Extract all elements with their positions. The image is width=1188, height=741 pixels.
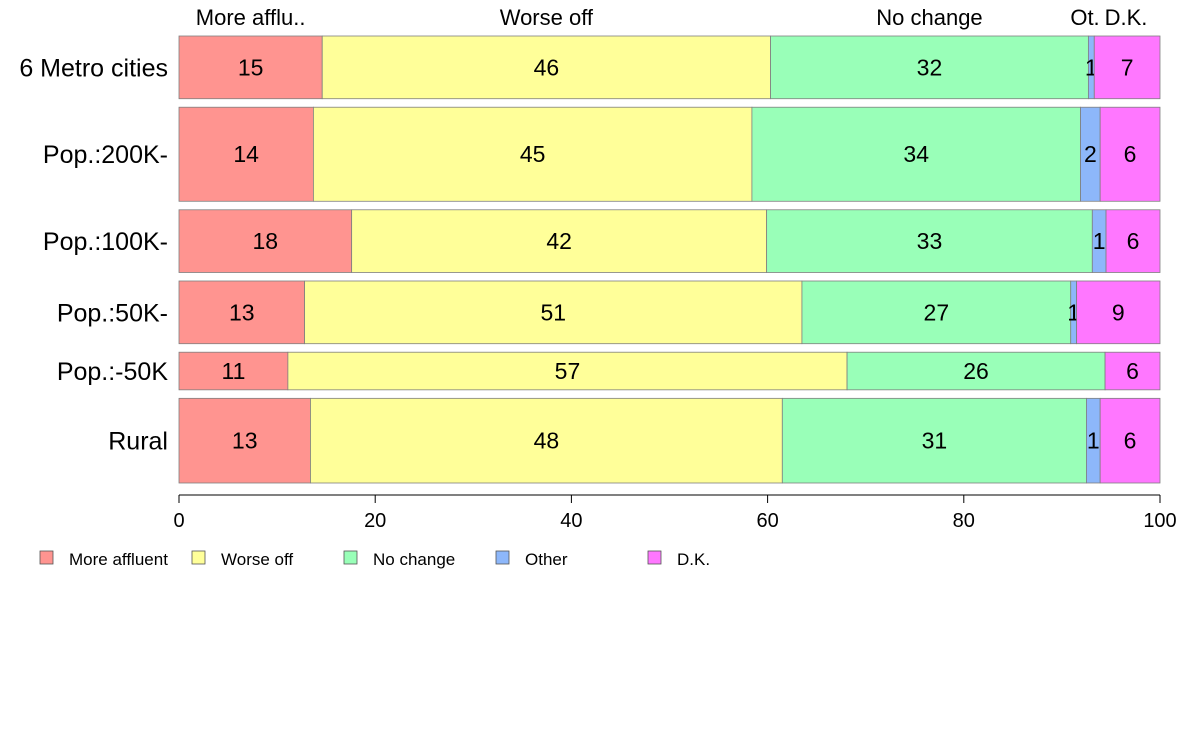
column-header: Ot. bbox=[1070, 5, 1099, 30]
data-label: 13 bbox=[232, 428, 258, 454]
bar-segment bbox=[846, 351, 1106, 391]
data-label: 26 bbox=[963, 358, 989, 384]
data-label: 32 bbox=[917, 54, 943, 80]
category-label: 6 Metro cities bbox=[19, 54, 168, 82]
data-label: 31 bbox=[922, 428, 948, 454]
legend-swatch bbox=[495, 550, 510, 565]
data-label: 27 bbox=[924, 299, 950, 325]
x-tick-label: 100 bbox=[1143, 510, 1176, 532]
data-label: 33 bbox=[917, 228, 943, 254]
bar-segment bbox=[312, 106, 753, 202]
x-tick-label: 0 bbox=[173, 510, 184, 532]
data-label: 9 bbox=[1112, 299, 1125, 325]
category-label: Pop.:200K- bbox=[43, 141, 168, 169]
bar-segment bbox=[178, 397, 311, 484]
x-tick-label: 20 bbox=[364, 510, 386, 532]
legend-label: D.K. bbox=[677, 550, 710, 569]
data-label: 14 bbox=[233, 141, 259, 167]
bar-segment bbox=[178, 280, 305, 345]
data-label: 11 bbox=[222, 358, 246, 384]
data-label: 6 bbox=[1126, 358, 1139, 384]
bar-segment bbox=[321, 35, 771, 100]
data-label: 6 bbox=[1124, 428, 1137, 454]
bar-segment bbox=[304, 280, 803, 345]
bar-segment bbox=[766, 209, 1093, 273]
bar-segment bbox=[770, 35, 1089, 100]
data-label: 15 bbox=[238, 54, 264, 80]
data-label: 13 bbox=[229, 299, 255, 325]
category-label: Pop.:100K- bbox=[43, 228, 168, 256]
category-label: Pop.:-50K bbox=[57, 358, 169, 386]
category-label: Pop.:50K- bbox=[57, 299, 168, 327]
bar-segment bbox=[1099, 397, 1161, 484]
column-header: More afflu.. bbox=[196, 5, 306, 30]
legend-swatch bbox=[343, 550, 358, 565]
bar-segment bbox=[287, 351, 848, 391]
data-label: 18 bbox=[253, 228, 279, 254]
column-header: Worse off bbox=[500, 5, 594, 30]
column-header: No change bbox=[876, 5, 982, 30]
bar-segment bbox=[801, 280, 1072, 345]
data-label: 6 bbox=[1124, 141, 1137, 167]
bar-segment bbox=[310, 397, 783, 484]
x-tick-label: 40 bbox=[560, 510, 582, 532]
data-label: 51 bbox=[540, 299, 566, 325]
legend-label: Worse off bbox=[221, 550, 293, 569]
bar-segment bbox=[178, 351, 289, 391]
data-label: 6 bbox=[1127, 228, 1140, 254]
data-label: 34 bbox=[903, 141, 929, 167]
bar-segment bbox=[781, 397, 1087, 484]
data-label: 45 bbox=[520, 141, 546, 167]
category-label: Rural bbox=[108, 428, 168, 456]
legend-swatch bbox=[191, 550, 206, 565]
legend-label: More affluent bbox=[69, 550, 168, 569]
data-label: 7 bbox=[1121, 54, 1134, 80]
bar-segment bbox=[1076, 280, 1161, 345]
data-label: 48 bbox=[534, 428, 560, 454]
x-tick-label: 80 bbox=[953, 510, 975, 532]
bar-segment bbox=[178, 209, 353, 273]
legend-swatch bbox=[647, 550, 662, 565]
legend-swatch bbox=[39, 550, 54, 565]
column-header: D.K. bbox=[1105, 5, 1148, 30]
bar-segment bbox=[351, 209, 768, 273]
bar-segment bbox=[1105, 209, 1161, 273]
bar-segment bbox=[1093, 35, 1161, 100]
x-tick-label: 60 bbox=[756, 510, 778, 532]
legend-label: No change bbox=[373, 550, 455, 569]
bar-segment bbox=[751, 106, 1081, 202]
bar-segment bbox=[1099, 106, 1161, 202]
bar-segment bbox=[178, 35, 323, 100]
data-label: 2 bbox=[1084, 141, 1097, 167]
data-label: 46 bbox=[534, 54, 560, 80]
data-label: 1 bbox=[1093, 228, 1106, 254]
bar-segment bbox=[1104, 351, 1161, 391]
data-label: 57 bbox=[555, 358, 581, 384]
data-label: 1 bbox=[1087, 428, 1100, 454]
legend-label: Other bbox=[525, 550, 568, 569]
data-label: 42 bbox=[546, 228, 572, 254]
bar-segment bbox=[178, 106, 314, 202]
